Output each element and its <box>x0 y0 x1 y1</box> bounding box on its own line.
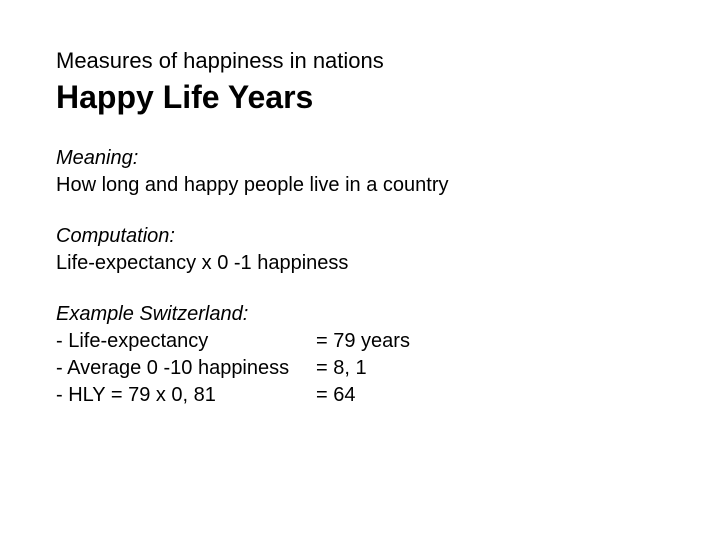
meaning-body: How long and happy people live in a coun… <box>56 172 664 199</box>
meaning-label: Meaning: <box>56 145 664 172</box>
slide-subtitle: Measures of happiness in nations <box>56 48 664 74</box>
example-row-right: = 8, 1 <box>316 355 664 382</box>
example-row: - Life-expectancy = 79 years <box>56 328 664 355</box>
slide-title: Happy Life Years <box>56 78 664 116</box>
computation-section: Computation: Life-expectancy x 0 -1 happ… <box>56 223 664 277</box>
meaning-section: Meaning: How long and happy people live … <box>56 145 664 199</box>
example-section: Example Switzerland: - Life-expectancy =… <box>56 301 664 409</box>
computation-label: Computation: <box>56 223 664 250</box>
computation-body: Life-expectancy x 0 -1 happiness <box>56 250 664 277</box>
slide: Measures of happiness in nations Happy L… <box>0 0 720 409</box>
example-row-left: - Life-expectancy <box>56 328 316 355</box>
example-row-left: - Average 0 -10 happiness <box>56 355 316 382</box>
example-row: - HLY = 79 x 0, 81 = 64 <box>56 382 664 409</box>
example-label: Example Switzerland: <box>56 301 664 328</box>
example-row-right: = 64 <box>316 382 664 409</box>
example-row-left: - HLY = 79 x 0, 81 <box>56 382 316 409</box>
example-row-right: = 79 years <box>316 328 664 355</box>
example-row: - Average 0 -10 happiness = 8, 1 <box>56 355 664 382</box>
